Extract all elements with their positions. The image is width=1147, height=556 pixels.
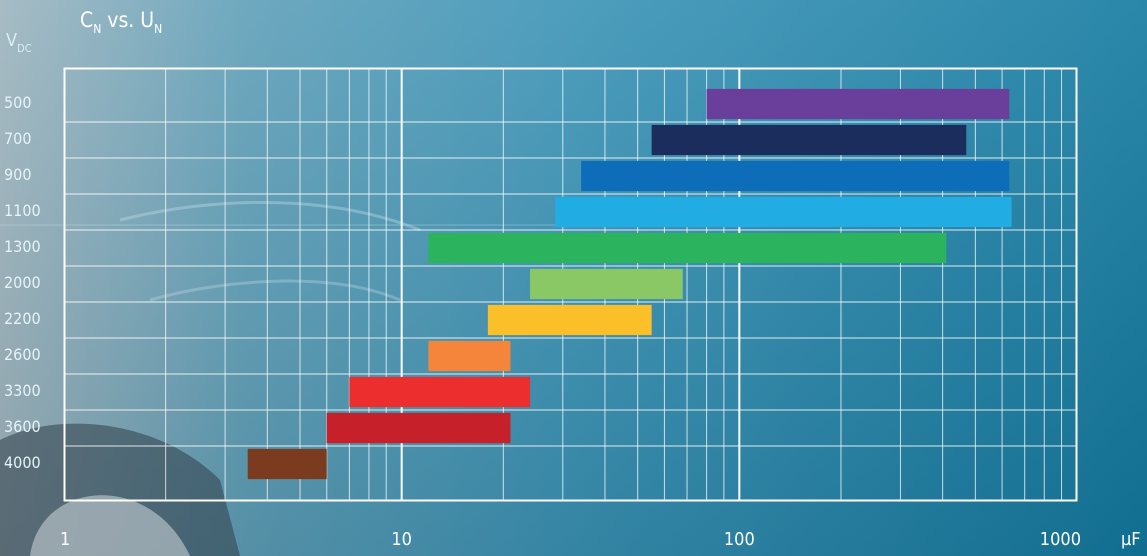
title-text-c: C <box>80 8 94 32</box>
y-tick-label: 2000 <box>4 273 41 292</box>
bar-1300 <box>428 232 947 264</box>
bar-3300 <box>349 376 531 408</box>
bar-2200 <box>487 304 652 336</box>
bar-3600 <box>326 412 511 444</box>
y-tick-label: 2600 <box>4 345 41 364</box>
y-axis-label-v: V <box>6 30 18 51</box>
y-tick-label: 900 <box>4 165 32 184</box>
y-tick-label: 500 <box>4 93 32 112</box>
x-axis-unit: µF <box>1121 529 1141 550</box>
bar-4000 <box>247 448 327 480</box>
x-tick-label: 100 <box>723 529 755 550</box>
y-tick-label: 3600 <box>4 417 41 436</box>
bar-700 <box>651 124 967 156</box>
y-tick-label: 1300 <box>4 237 41 256</box>
title-text-vs-u: vs. U <box>101 8 155 32</box>
bar-1100 <box>555 196 1012 228</box>
plot-frame <box>63 67 1078 502</box>
x-tick-label: 1000 <box>1039 529 1081 550</box>
bar-2600 <box>428 340 511 372</box>
y-axis-label-sub: DC <box>17 42 32 55</box>
bar-900 <box>581 160 1010 192</box>
y-tick-label: 4000 <box>4 453 41 472</box>
x-tick-label: 10 <box>391 529 412 550</box>
title-subscript-n1: N <box>93 22 102 36</box>
y-tick-label: 1100 <box>4 201 41 220</box>
bar-500 <box>706 88 1010 120</box>
y-tick-label: 3300 <box>4 381 41 400</box>
title-subscript-n2: N <box>154 22 163 36</box>
y-tick-label: 2200 <box>4 309 41 328</box>
y-axis-label: VDC <box>6 30 32 55</box>
bar-2000 <box>530 268 683 300</box>
y-tick-label: 700 <box>4 129 32 148</box>
x-tick-label: 1 <box>60 529 71 550</box>
chart-title: CN vs. UN <box>80 8 162 36</box>
